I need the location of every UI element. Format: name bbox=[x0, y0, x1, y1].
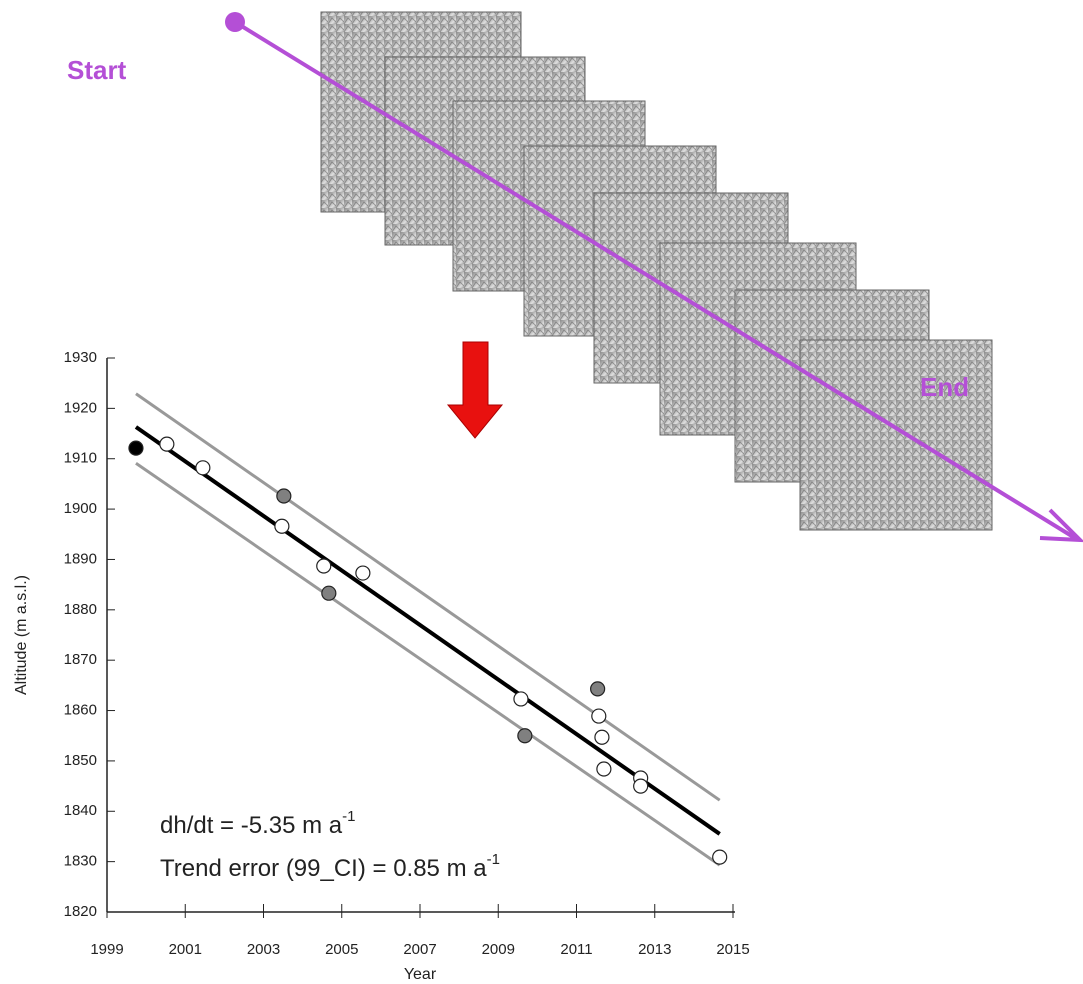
figure: Start End Year Altitude (m a.s.l.) 1820 1… bbox=[0, 0, 1083, 984]
y-tick-label: 1920 bbox=[64, 399, 97, 416]
annotation: dh/dt = -5.35 m a-1 bbox=[160, 808, 355, 839]
annotation-sup: -1 bbox=[342, 808, 355, 825]
annotation-text: dh/dt = -5.35 m a bbox=[160, 812, 343, 839]
annotation: Trend error (99_CI) = 0.85 m a-1 bbox=[160, 851, 500, 882]
trend-line bbox=[136, 463, 720, 865]
down-arrow bbox=[448, 342, 502, 438]
x-tick-label: 2005 bbox=[325, 941, 358, 958]
point bbox=[634, 779, 648, 793]
point bbox=[514, 692, 528, 706]
x-tick-label: 2015 bbox=[716, 941, 749, 958]
y-tick-label: 1870 bbox=[64, 651, 97, 668]
y-tick-label: 1910 bbox=[64, 450, 97, 467]
x-tick-label: 2003 bbox=[247, 941, 280, 958]
point bbox=[129, 441, 143, 455]
x-tick-label: 2001 bbox=[169, 941, 202, 958]
point bbox=[356, 566, 370, 580]
point bbox=[597, 762, 611, 776]
y-tick-label: 1900 bbox=[64, 500, 97, 517]
trend-line bbox=[136, 427, 720, 834]
point bbox=[713, 850, 727, 864]
y-tick-label: 1890 bbox=[64, 550, 97, 567]
point bbox=[595, 730, 609, 744]
point bbox=[518, 729, 532, 743]
end-label: End bbox=[920, 372, 969, 402]
point bbox=[592, 709, 606, 723]
point bbox=[591, 682, 605, 696]
point bbox=[317, 559, 331, 573]
y-tick-label: 1820 bbox=[64, 903, 97, 920]
x-tick-label: 2013 bbox=[638, 941, 671, 958]
x-tick-label: 2011 bbox=[560, 941, 592, 958]
dem-stack bbox=[321, 12, 992, 530]
y-tick-label: 1840 bbox=[64, 802, 97, 819]
y-tick-label: 1830 bbox=[64, 853, 97, 870]
y-tick-label: 1860 bbox=[64, 702, 97, 719]
x-tick-label: 2007 bbox=[403, 941, 436, 958]
y-axis-label: Altitude (m a.s.l.) bbox=[13, 575, 30, 695]
x-tick-label: 1999 bbox=[90, 941, 123, 958]
annotation-text: Trend error (99_CI) = 0.85 m a bbox=[160, 855, 487, 882]
annotation-sup: -1 bbox=[487, 851, 500, 868]
x-tick-label: 2009 bbox=[482, 941, 515, 958]
trend-line bbox=[136, 394, 720, 800]
y-tick-label: 1850 bbox=[64, 752, 97, 769]
start-label: Start bbox=[67, 55, 127, 85]
point bbox=[275, 519, 289, 533]
point bbox=[196, 461, 210, 475]
point bbox=[277, 489, 291, 503]
point bbox=[160, 437, 174, 451]
x-axis-label: Year bbox=[404, 966, 437, 983]
y-tick-label: 1880 bbox=[64, 601, 97, 618]
point bbox=[322, 586, 336, 600]
y-tick-label: 1930 bbox=[64, 349, 97, 366]
